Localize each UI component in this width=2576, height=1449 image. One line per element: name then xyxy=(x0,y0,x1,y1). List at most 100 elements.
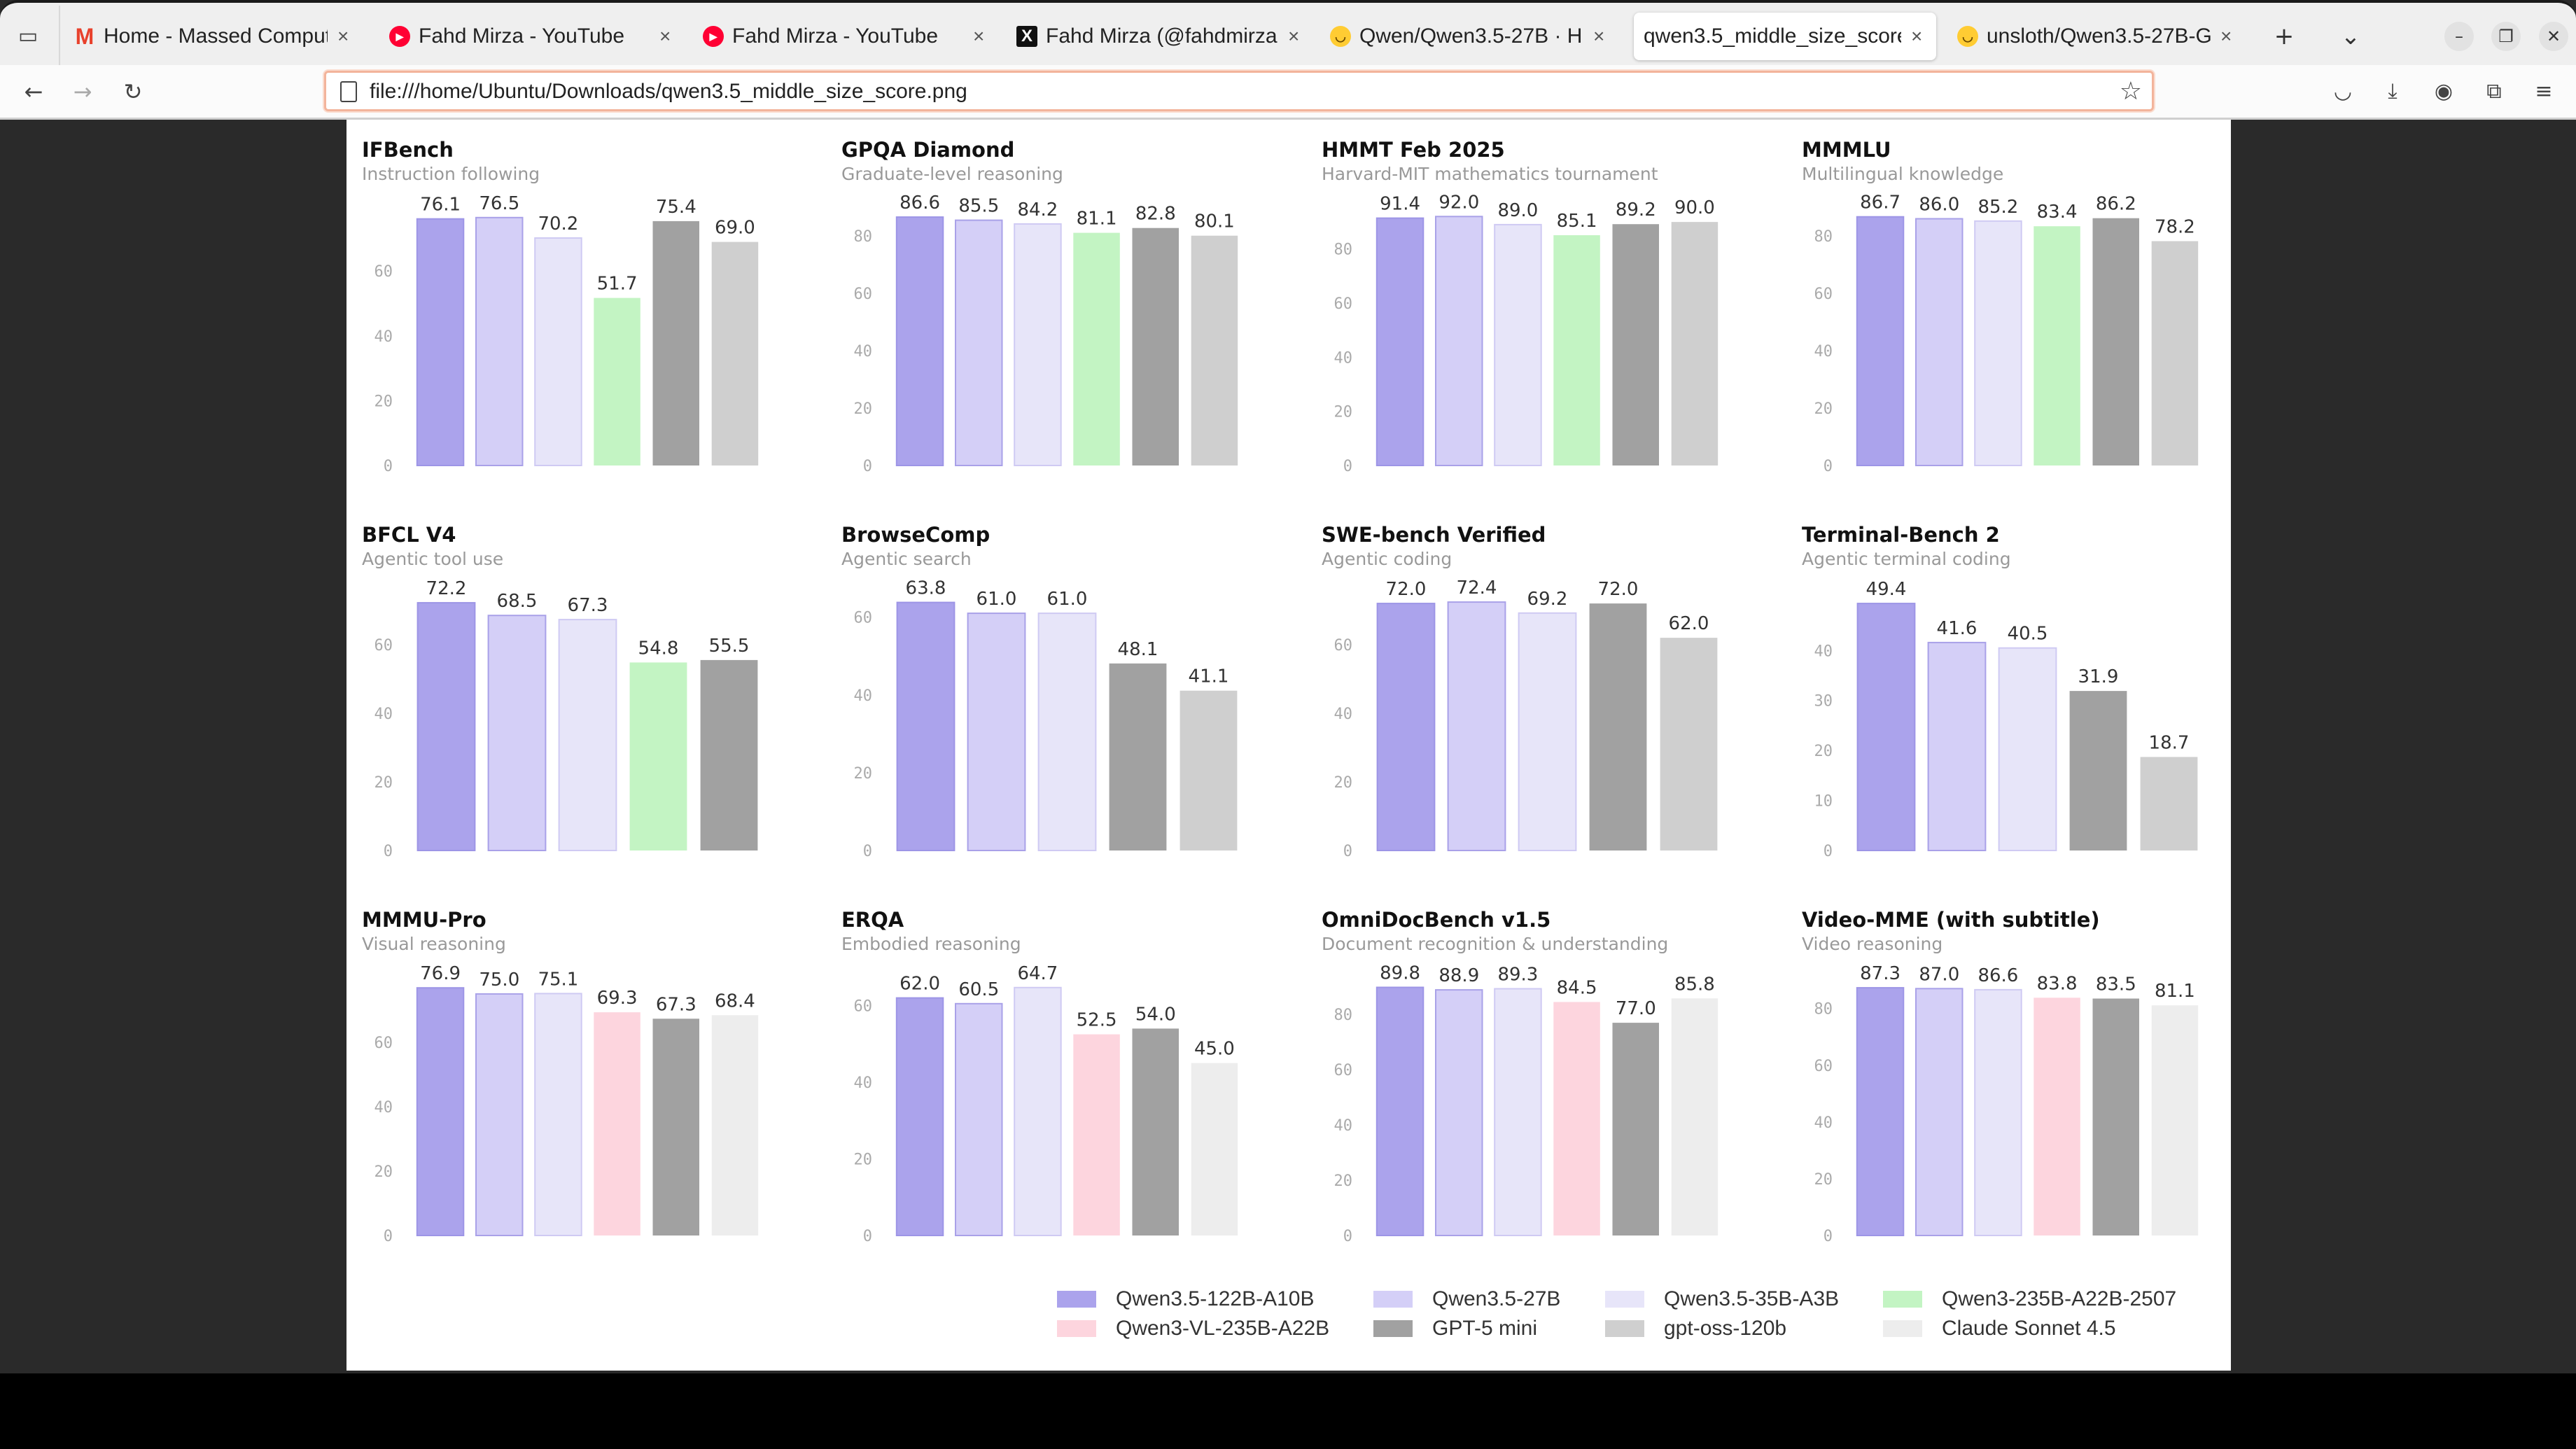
tab-close-icon[interactable]: × xyxy=(1911,25,1923,47)
bar-value-label: 72.0 xyxy=(1598,579,1639,600)
bar xyxy=(1660,638,1718,850)
bar xyxy=(955,219,1003,466)
back-button[interactable]: ← xyxy=(20,78,48,106)
bar-value-label: 86.6 xyxy=(899,192,940,214)
extensions-icon[interactable]: ⧉ xyxy=(2486,79,2502,104)
page-content: IFBench Instruction following 0 20 40 60 76.1 7… xyxy=(0,120,2576,1373)
bar xyxy=(487,615,547,851)
chart-subtitle: Agentic tool use xyxy=(362,549,504,569)
tab-close-icon[interactable]: × xyxy=(973,25,985,47)
y-tick-label: 60 xyxy=(854,286,873,303)
bar xyxy=(558,619,617,851)
bar-value-label: 67.3 xyxy=(568,595,608,616)
bar-value-label: 68.5 xyxy=(497,591,538,612)
chart-title: MMMU-Pro xyxy=(362,908,486,932)
y-tick-label: 60 xyxy=(854,998,873,1016)
download-icon[interactable]: ⤓ xyxy=(2388,79,2398,104)
legend-swatch xyxy=(1883,1291,1922,1308)
bar-value-label: 82.8 xyxy=(1135,204,1176,225)
bar-chart: 0 20 40 60 80 87.3 87.0 86.6 83.8 83.5 81.1 xyxy=(1814,963,2199,1245)
bookmark-star-icon[interactable]: ☆ xyxy=(2119,77,2142,106)
bar-value-label: 18.7 xyxy=(2149,732,2190,753)
y-tick-label: 60 xyxy=(1334,637,1353,654)
bar-value-label: 40.5 xyxy=(2008,624,2048,645)
tab-active-image[interactable]: qwen3.5_middle_size_score × xyxy=(1634,13,1936,60)
tab-huggingface-qwen[interactable]: ◡ Qwen/Qwen3.5-27B · Hu × xyxy=(1330,13,1617,60)
chart-panel: Terminal-Bench 2 Agentic terminal coding 0… xyxy=(1802,514,2264,892)
chart-title: HMMT Feb 2025 xyxy=(1322,138,1505,162)
screen-bottom-area xyxy=(0,1373,2576,1449)
y-tick-label: 0 xyxy=(384,1228,393,1245)
bar xyxy=(1998,647,2057,851)
account-icon[interactable]: ◉ xyxy=(2434,79,2454,104)
bar xyxy=(1927,641,1987,851)
y-tick-label: 20 xyxy=(1334,404,1353,421)
tab-massed-compute[interactable]: M Home - Massed Compute × xyxy=(74,13,354,60)
y-tick-label: 20 xyxy=(1334,1172,1353,1190)
bar xyxy=(1915,988,1963,1237)
tab-x-profile[interactable]: X Fahd Mirza (@fahdmirza × xyxy=(1016,13,1303,60)
pocket-icon[interactable]: ◡ xyxy=(2333,79,2353,104)
url-text[interactable]: file:///home/Ubuntu/Downloads/qwen3.5_mi… xyxy=(370,80,967,103)
bar-chart: 0 20 40 60 76.1 76.5 70.2 51.7 75.4 69.0 xyxy=(374,193,759,475)
bar-chart: 0 20 40 60 72.2 68.5 67.3 54.8 55.5 xyxy=(374,578,758,860)
tab-close-icon[interactable]: × xyxy=(659,25,671,47)
bar xyxy=(1494,223,1542,466)
bar-value-label: 85.5 xyxy=(958,196,999,217)
bar xyxy=(534,993,582,1236)
bar-chart: 0 20 40 60 76.9 75.0 75.1 69.3 67.3 68.4 xyxy=(374,963,759,1245)
chart-title: BrowseComp xyxy=(841,523,990,547)
legend-swatch xyxy=(1605,1320,1644,1337)
bar xyxy=(475,993,524,1236)
url-bar[interactable]: file:///home/Ubuntu/Downloads/qwen3.5_mi… xyxy=(324,71,2154,111)
y-tick-label: 40 xyxy=(374,706,393,723)
restore-button[interactable]: ❐ xyxy=(2491,22,2521,51)
y-tick-label: 20 xyxy=(1334,774,1353,792)
bar xyxy=(416,218,465,466)
y-tick-label: 60 xyxy=(1334,1062,1353,1079)
y-tick-label: 0 xyxy=(384,843,393,860)
tab-overflow-button[interactable]: ⌄ xyxy=(2337,22,2365,50)
y-tick-label: 60 xyxy=(374,263,393,281)
y-tick-label: 20 xyxy=(854,1152,873,1169)
bar-value-label: 70.2 xyxy=(538,214,578,234)
window-close-button[interactable]: ✕ xyxy=(2539,22,2568,51)
tab-youtube-2[interactable]: ▶ Fahd Mirza - YouTube × xyxy=(703,13,990,60)
tab-youtube-1[interactable]: ▶ Fahd Mirza - YouTube × xyxy=(389,13,676,60)
file-page-icon xyxy=(340,81,357,102)
bar-value-label: 64.7 xyxy=(1017,963,1058,984)
y-tick-label: 40 xyxy=(1814,343,1833,360)
bar xyxy=(1518,612,1577,852)
tab-close-icon[interactable]: × xyxy=(1288,25,1300,47)
bar xyxy=(1014,986,1062,1237)
bar xyxy=(1553,235,1600,465)
y-tick-label: 0 xyxy=(863,458,872,475)
legend-label: Qwen3.5-27B xyxy=(1432,1287,1561,1310)
new-tab-button[interactable]: + xyxy=(2270,22,2298,50)
forward-button[interactable]: → xyxy=(69,78,97,106)
y-tick-label: 0 xyxy=(1823,843,1833,860)
huggingface-icon: ◡ xyxy=(1330,26,1351,47)
restore-icon: ❐ xyxy=(2498,27,2514,46)
menu-icon[interactable]: ≡ xyxy=(2535,79,2553,104)
legend-swatch xyxy=(1373,1320,1413,1337)
tab-close-icon[interactable]: × xyxy=(1593,25,1605,47)
bar-value-label: 69.2 xyxy=(1527,589,1568,610)
tab-huggingface-unsloth[interactable]: ◡ unsloth/Qwen3.5-27B-G × xyxy=(1957,13,2244,60)
y-tick-label: 80 xyxy=(1334,1007,1353,1024)
chart-panel: IFBench Instruction following 0 20 40 60 76.1 7… xyxy=(362,130,824,507)
minimize-button[interactable]: – xyxy=(2444,22,2474,51)
tab-close-icon[interactable]: × xyxy=(2220,25,2232,47)
tab-list-button[interactable]: ▭ xyxy=(14,22,42,50)
legend-label: gpt-oss-120b xyxy=(1664,1317,1787,1340)
tab-title: unsloth/Qwen3.5-27B-G xyxy=(1987,24,2211,48)
chart-title: SWE-bench Verified xyxy=(1322,523,1546,547)
y-tick-label: 40 xyxy=(1814,1114,1833,1132)
legend: Qwen3.5-122B-A10B Qwen3.5-27B Qwen3.5-35… xyxy=(1057,1285,2247,1348)
y-tick-label: 40 xyxy=(1334,349,1353,367)
reload-button[interactable]: ↻ xyxy=(119,78,147,106)
chart-panel: MMMU-Pro Visual reasoning 0 20 40 60 76.9 75.0 7… xyxy=(362,899,824,1278)
tab-close-icon[interactable]: × xyxy=(337,25,349,47)
y-tick-label: 20 xyxy=(854,765,873,783)
bar-value-label: 89.3 xyxy=(1497,965,1538,986)
